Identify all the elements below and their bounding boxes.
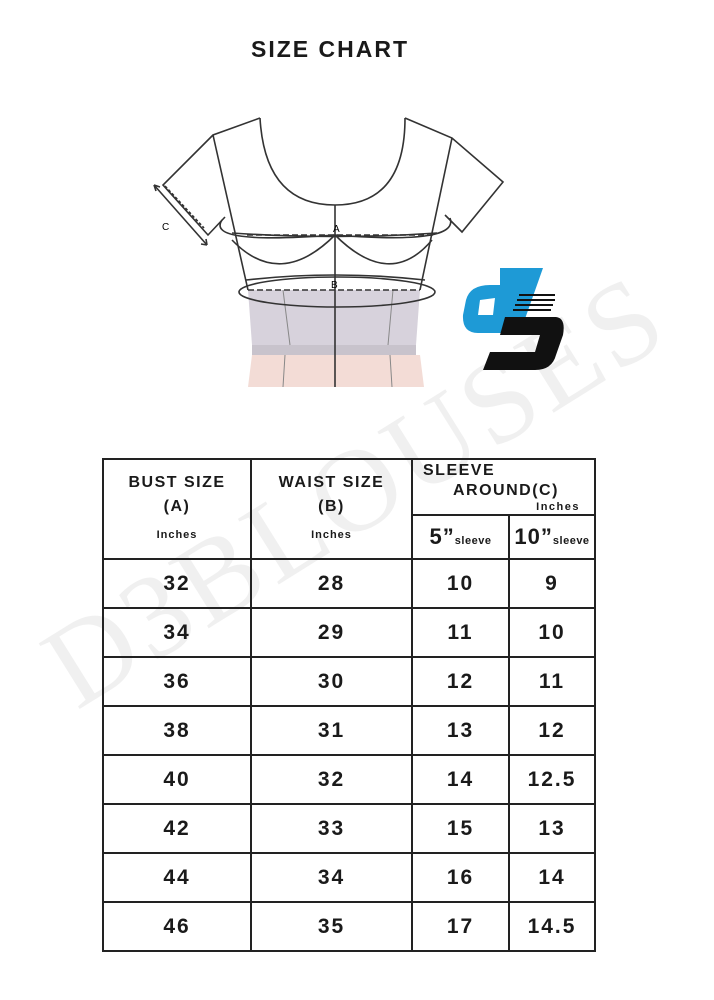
label-a: A	[333, 224, 340, 235]
table-row: 46 35 17 14.5	[102, 901, 596, 952]
cell-sleeve-10: 14.5	[508, 901, 596, 952]
cell-sleeve-5: 17	[411, 901, 510, 952]
size-table: BUST SIZE (A) Inches WAIST SIZE (B) Inches…	[102, 458, 596, 952]
cell-bust: 32	[102, 558, 252, 609]
header-sleeve-10: 10”sleeve	[508, 514, 596, 560]
cell-sleeve-5: 12	[411, 656, 510, 707]
cell-waist: 29	[250, 607, 413, 658]
cell-bust: 34	[102, 607, 252, 658]
cell-sleeve-10: 13	[508, 803, 596, 854]
cell-sleeve-5: 16	[411, 852, 510, 903]
cell-bust: 42	[102, 803, 252, 854]
cell-sleeve-10: 9	[508, 558, 596, 609]
header-waist: WAIST SIZE (B) Inches	[250, 458, 413, 560]
cell-waist: 32	[250, 754, 413, 805]
table-row: 40 32 14 12.5	[102, 754, 596, 805]
cell-waist: 31	[250, 705, 413, 756]
d3-logo	[462, 268, 564, 370]
cell-waist: 33	[250, 803, 413, 854]
table-row: 36 30 12 11	[102, 656, 596, 707]
cell-waist: 30	[250, 656, 413, 707]
table-row: 34 29 11 10	[102, 607, 596, 658]
cell-bust: 40	[102, 754, 252, 805]
cell-sleeve-10: 12.5	[508, 754, 596, 805]
label-c: C	[162, 222, 169, 233]
cell-sleeve-10: 14	[508, 852, 596, 903]
label-b: B	[331, 280, 338, 291]
cell-bust: 38	[102, 705, 252, 756]
cell-sleeve-10: 11	[508, 656, 596, 707]
page-title: SIZE CHART	[251, 36, 409, 62]
table-row: 44 34 16 14	[102, 852, 596, 903]
cell-waist: 35	[250, 901, 413, 952]
cell-sleeve-5: 13	[411, 705, 510, 756]
cell-sleeve-5: 11	[411, 607, 510, 658]
cell-sleeve-5: 10	[411, 558, 510, 609]
cell-bust: 46	[102, 901, 252, 952]
cell-sleeve-5: 15	[411, 803, 510, 854]
header-sleeve: SLEEVE AROUND(C) Inches	[411, 458, 596, 516]
blouse-outline	[153, 117, 505, 387]
table-row: 42 33 15 13	[102, 803, 596, 854]
cell-bust: 44	[102, 852, 252, 903]
skirt	[248, 289, 424, 388]
cell-sleeve-5: 14	[411, 754, 510, 805]
cell-waist: 34	[250, 852, 413, 903]
table-row: 38 31 13 12	[102, 705, 596, 756]
header-bust: BUST SIZE (A) Inches	[102, 458, 252, 560]
cell-waist: 28	[250, 558, 413, 609]
table-row: 32 28 10 9	[102, 558, 596, 609]
cell-bust: 36	[102, 656, 252, 707]
cell-sleeve-10: 10	[508, 607, 596, 658]
blouse-diagram: A B C	[153, 117, 564, 388]
header-sleeve-5: 5”sleeve	[411, 514, 510, 560]
cell-sleeve-10: 12	[508, 705, 596, 756]
